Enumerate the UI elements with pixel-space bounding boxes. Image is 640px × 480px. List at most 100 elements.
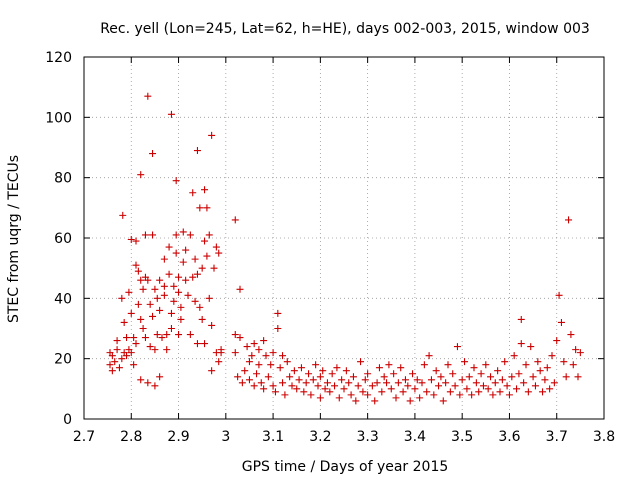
data-point <box>326 388 334 396</box>
data-point <box>522 361 530 369</box>
y-tick-label: 80 <box>54 171 72 187</box>
data-point <box>231 331 239 339</box>
data-point <box>132 237 140 245</box>
data-point <box>572 346 580 354</box>
data-point <box>413 376 421 384</box>
data-point <box>111 358 119 366</box>
data-point <box>309 376 317 384</box>
data-point <box>312 361 320 369</box>
data-point <box>153 331 161 339</box>
data-point <box>243 343 251 351</box>
data-point <box>260 385 268 393</box>
data-point <box>375 364 383 372</box>
data-point <box>430 391 438 399</box>
data-point <box>541 376 549 384</box>
data-point <box>123 334 131 342</box>
data-point <box>446 388 454 396</box>
data-point <box>146 343 154 351</box>
data-point <box>560 358 568 366</box>
x-tick-label: 3 <box>221 429 230 445</box>
data-point <box>189 189 197 197</box>
data-point <box>319 367 327 375</box>
data-point <box>302 379 310 387</box>
plot-frame <box>83 56 605 420</box>
data-point <box>520 379 528 387</box>
data-point <box>123 352 131 360</box>
data-point <box>189 273 197 281</box>
data-point <box>177 315 185 323</box>
data-point <box>260 337 268 345</box>
data-point <box>193 270 201 278</box>
y-tick-label: 100 <box>45 110 72 126</box>
data-point <box>238 379 246 387</box>
data-point <box>411 385 419 393</box>
data-point <box>139 285 147 293</box>
data-point <box>531 382 539 390</box>
data-point <box>297 364 305 372</box>
data-point <box>349 373 357 381</box>
data-point <box>250 382 258 390</box>
data-point <box>555 291 563 299</box>
data-point <box>160 282 168 290</box>
data-point <box>144 276 152 284</box>
data-point <box>182 246 190 254</box>
data-point <box>557 318 565 326</box>
x-tick-label: 3.3 <box>357 429 379 445</box>
data-point <box>477 370 485 378</box>
data-point <box>191 255 199 263</box>
data-point <box>423 388 431 396</box>
data-point <box>475 388 483 396</box>
data-point <box>359 388 367 396</box>
data-point <box>290 367 298 375</box>
data-point <box>439 397 447 405</box>
x-tick-label: 3.2 <box>309 429 331 445</box>
data-point <box>186 331 194 339</box>
data-point <box>257 379 265 387</box>
x-axis-label: GPS time / Days of year 2015 <box>242 459 449 475</box>
data-point <box>288 382 296 390</box>
data-point <box>269 349 277 357</box>
data-point <box>371 397 379 405</box>
data-point <box>380 373 388 381</box>
data-point <box>212 243 220 251</box>
data-point <box>179 258 187 266</box>
data-point <box>245 358 253 366</box>
data-point <box>482 361 490 369</box>
data-point <box>264 373 272 381</box>
data-point <box>215 358 223 366</box>
data-point <box>543 364 551 372</box>
data-point <box>125 288 133 296</box>
y-axis-label: STEC from uqrg / TECUs <box>6 155 22 323</box>
data-point <box>517 340 525 348</box>
data-point <box>364 370 372 378</box>
data-point <box>198 315 206 323</box>
data-point <box>501 358 509 366</box>
x-tick-label: 3.6 <box>498 429 520 445</box>
data-point <box>208 321 216 329</box>
data-point <box>487 373 495 381</box>
data-point <box>357 358 365 366</box>
data-point <box>201 186 209 194</box>
data-point <box>144 379 152 387</box>
data-point <box>172 249 180 257</box>
data-point <box>569 361 577 369</box>
data-point <box>456 391 464 399</box>
x-tick-label: 3.1 <box>262 429 284 445</box>
data-point <box>496 388 504 396</box>
data-point <box>458 376 466 384</box>
data-point <box>427 376 435 384</box>
data-point <box>565 216 573 224</box>
data-point <box>153 294 161 302</box>
data-point <box>383 379 391 387</box>
data-point <box>118 355 126 363</box>
data-point <box>236 334 244 342</box>
data-point <box>267 361 275 369</box>
data-point <box>347 391 355 399</box>
data-point <box>567 331 575 339</box>
data-point <box>576 349 584 357</box>
x-tick-label: 3.4 <box>404 429 426 445</box>
data-point <box>193 147 201 155</box>
data-point <box>503 382 511 390</box>
data-point <box>149 150 157 158</box>
data-point <box>245 376 253 384</box>
